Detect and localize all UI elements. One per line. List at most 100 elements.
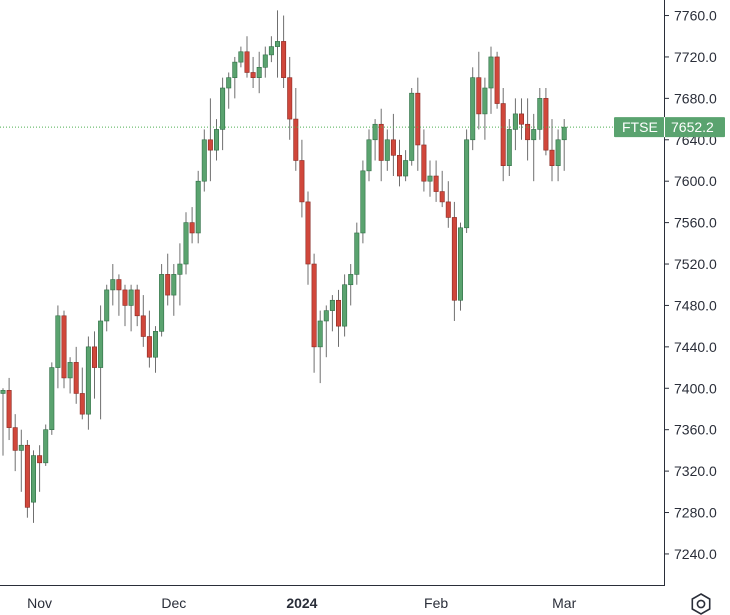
time-tick-label: 2024 bbox=[286, 595, 317, 611]
candle bbox=[104, 284, 110, 332]
symbol-label: FTSE bbox=[622, 119, 658, 135]
candle-body-down bbox=[439, 191, 445, 203]
candle-body-up bbox=[537, 98, 543, 130]
candle bbox=[323, 305, 329, 358]
candle bbox=[464, 129, 470, 233]
candle bbox=[482, 77, 488, 140]
time-tick-label: Nov bbox=[27, 595, 52, 611]
candle bbox=[122, 284, 128, 327]
candle bbox=[262, 46, 268, 78]
candle bbox=[256, 51, 262, 94]
candle bbox=[555, 129, 561, 182]
candle bbox=[92, 331, 98, 399]
candle bbox=[494, 51, 500, 109]
candle bbox=[0, 388, 6, 456]
candle bbox=[128, 284, 134, 332]
candle bbox=[378, 108, 384, 182]
candle bbox=[244, 36, 250, 78]
candle-body-down bbox=[335, 299, 341, 327]
candle bbox=[293, 88, 299, 171]
candle-body-up bbox=[348, 274, 354, 286]
candle bbox=[348, 264, 354, 306]
candle bbox=[12, 414, 18, 472]
candle-body-up bbox=[18, 444, 24, 451]
candle-body-up bbox=[317, 320, 323, 348]
candle bbox=[543, 88, 549, 156]
symbol-badge bbox=[614, 117, 725, 138]
price-tick-label: 7760.0 bbox=[674, 8, 717, 24]
candle bbox=[55, 305, 61, 389]
candle-body-down bbox=[189, 222, 195, 234]
candle-body-up bbox=[128, 289, 134, 306]
candle-body-down bbox=[421, 144, 427, 182]
price-tick-label: 7600.0 bbox=[674, 173, 717, 189]
price-tick-label: 7320.0 bbox=[674, 463, 717, 479]
candle-body-up bbox=[372, 123, 378, 141]
candle-body-up bbox=[177, 263, 183, 275]
candle-body-down bbox=[165, 274, 171, 296]
candle bbox=[140, 295, 146, 347]
candle bbox=[183, 212, 189, 275]
candle bbox=[451, 201, 457, 321]
candle bbox=[281, 15, 287, 89]
candle-body-up bbox=[274, 41, 280, 47]
candle-body-down bbox=[140, 315, 146, 337]
candle-body-up bbox=[482, 87, 488, 115]
candle-body-down bbox=[73, 362, 79, 394]
price-tick-label: 7520.0 bbox=[674, 256, 717, 272]
candle bbox=[73, 346, 79, 404]
candle bbox=[427, 160, 433, 197]
candle-body-up bbox=[531, 129, 537, 141]
candle-body-up bbox=[561, 126, 567, 141]
candle bbox=[85, 336, 91, 430]
candle-body-down bbox=[396, 155, 402, 177]
candle-body-up bbox=[85, 346, 91, 415]
last-price-label: FTSE 7652.2 bbox=[614, 117, 725, 138]
candle-body-down bbox=[207, 139, 213, 151]
candle-body-down bbox=[244, 51, 250, 73]
candle bbox=[335, 289, 341, 347]
candle-body-up bbox=[256, 67, 262, 78]
candle-body-up bbox=[329, 299, 335, 311]
candle-body-up bbox=[195, 180, 201, 234]
gear-icon[interactable] bbox=[691, 593, 711, 615]
candle bbox=[238, 46, 244, 68]
candle bbox=[470, 67, 476, 151]
price-tick-label: 7240.0 bbox=[674, 546, 717, 562]
candle bbox=[415, 77, 421, 171]
candle bbox=[329, 295, 335, 332]
candle-body-up bbox=[67, 362, 73, 379]
candle-body-up bbox=[171, 274, 177, 296]
candle bbox=[189, 207, 195, 244]
candle bbox=[299, 139, 305, 218]
candle bbox=[531, 113, 537, 182]
candle-body-up bbox=[183, 222, 189, 265]
candle-body-up bbox=[342, 284, 348, 327]
candle bbox=[457, 222, 463, 311]
candle-body-up bbox=[30, 455, 36, 503]
time-tick-label: Mar bbox=[552, 595, 576, 611]
candle bbox=[372, 119, 378, 161]
candle-body-down bbox=[445, 201, 451, 218]
candle bbox=[268, 36, 274, 63]
candle bbox=[134, 284, 140, 327]
candle bbox=[61, 310, 67, 389]
price-tick-label: 7480.0 bbox=[674, 297, 717, 313]
candle-body-up bbox=[43, 429, 49, 464]
candle-body-up bbox=[262, 54, 268, 68]
price-tick-label: 7360.0 bbox=[674, 422, 717, 438]
candle bbox=[201, 129, 207, 192]
last-price-value: 7652.2 bbox=[671, 119, 714, 135]
candle bbox=[6, 377, 12, 441]
candle bbox=[250, 56, 256, 89]
candle-body-up bbox=[232, 61, 238, 78]
candle bbox=[98, 305, 104, 420]
candle bbox=[433, 160, 439, 202]
candle-body-up bbox=[512, 113, 518, 130]
candle-body-down bbox=[390, 139, 396, 156]
candle bbox=[79, 367, 85, 420]
candle bbox=[439, 170, 445, 208]
candle bbox=[37, 445, 43, 492]
price-tick-label: 7440.0 bbox=[674, 339, 717, 355]
candle-body-up bbox=[214, 129, 220, 151]
